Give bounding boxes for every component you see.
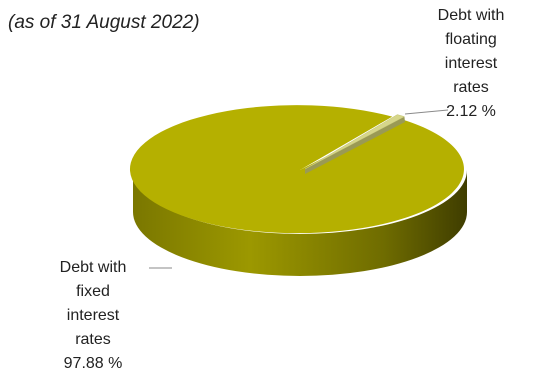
- data-label-value: 97.88 %: [63, 355, 123, 372]
- pie-slice-fixed: [129, 105, 464, 234]
- data-label-value: 2.12 %: [446, 103, 496, 120]
- data-label-line: rates: [453, 79, 489, 96]
- leader-line-floating: [404, 109, 449, 115]
- pie-slice-floating: [304, 114, 406, 170]
- data-label-floating: Debt with floating interest rates 2.12 %: [405, 4, 537, 124]
- chart-subtitle: (as of 31 August 2022): [8, 12, 200, 33]
- data-label-line: interest: [444, 55, 498, 72]
- data-label-line: interest: [66, 307, 120, 324]
- data-label-line: Debt with: [437, 7, 505, 24]
- data-label-line: floating: [445, 31, 497, 48]
- pie-slice-fixed-side: [133, 170, 467, 276]
- data-label-fixed: Debt with fixed interest rates 97.88 %: [30, 256, 156, 376]
- data-label-line: rates: [75, 331, 111, 348]
- data-label-line: Debt with: [59, 259, 127, 276]
- data-label-line: fixed: [76, 283, 110, 300]
